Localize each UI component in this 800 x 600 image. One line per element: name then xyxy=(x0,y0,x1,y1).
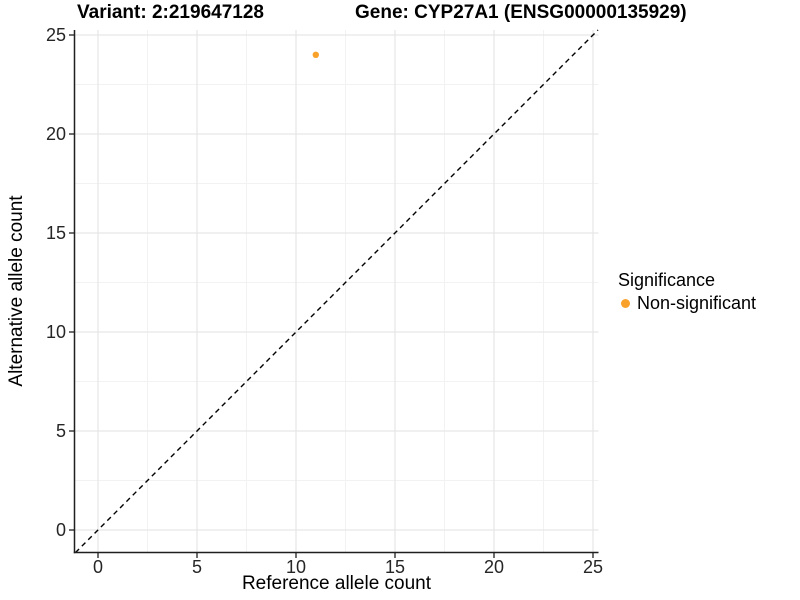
identity-line xyxy=(75,29,599,553)
x-axis-title: Reference allele count xyxy=(241,573,432,594)
x-tick-label: 15 xyxy=(385,557,405,577)
plot-title-gene: Gene: CYP27A1 (ENSG00000135929) xyxy=(355,2,687,23)
x-tick-label: 0 xyxy=(93,557,103,577)
x-tick-label: 5 xyxy=(192,557,202,577)
legend-title: Significance xyxy=(618,270,716,290)
legend-point-swatch xyxy=(621,298,630,308)
legend: Significance Non-significant xyxy=(618,270,756,313)
y-tick-label: 0 xyxy=(56,520,66,540)
y-axis-title: Alternative allele count xyxy=(6,195,27,387)
x-tick-label: 10 xyxy=(286,557,306,577)
plot-title-variant: Variant: 2:219647128 xyxy=(77,2,264,23)
x-tick-label: 25 xyxy=(583,557,603,577)
data-point xyxy=(312,51,319,58)
y-tick-label: 10 xyxy=(46,322,66,342)
x-tick-label: 20 xyxy=(484,557,504,577)
y-tick-label: 20 xyxy=(46,124,66,144)
y-tick-label: 5 xyxy=(56,421,66,441)
legend-item-label: Non-significant xyxy=(637,292,757,313)
legend-item: Non-significant xyxy=(618,293,756,313)
y-tick-label: 15 xyxy=(46,223,66,243)
y-tick-label: 25 xyxy=(46,25,66,45)
